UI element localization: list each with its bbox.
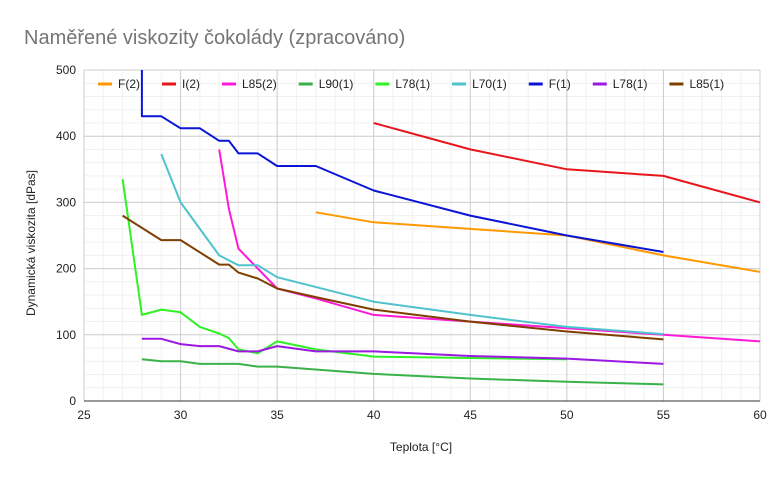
series-line-8 bbox=[141, 337, 664, 365]
legend-label: F(2) bbox=[118, 77, 140, 91]
series-line-5 bbox=[121, 179, 567, 361]
x-tick-label: 55 bbox=[657, 408, 671, 422]
legend-item: L78(1) bbox=[375, 77, 430, 91]
x-tick-label: 35 bbox=[270, 408, 284, 422]
legend-item: L90(1) bbox=[298, 77, 354, 91]
legend-label: L85(1) bbox=[689, 77, 724, 91]
series-line-4 bbox=[141, 358, 664, 386]
series-line-2 bbox=[373, 122, 760, 204]
x-tick-label: 45 bbox=[464, 408, 478, 422]
y-tick-label: 300 bbox=[56, 195, 76, 209]
series-line-9 bbox=[122, 214, 664, 341]
x-tick-label: 50 bbox=[560, 408, 574, 422]
legend-label: L78(1) bbox=[395, 77, 430, 91]
y-tick-label: 0 bbox=[69, 394, 76, 408]
y-tick-label: 500 bbox=[56, 63, 76, 77]
x-tick-label: 60 bbox=[753, 408, 767, 422]
x-axis-label: Teplota [°C] bbox=[390, 440, 452, 454]
grid bbox=[83, 69, 761, 402]
legend-item: L70(1) bbox=[452, 77, 507, 91]
legend-item: L78(1) bbox=[592, 77, 648, 91]
legend-item: L85(2) bbox=[222, 77, 277, 91]
legend-label: I(2) bbox=[182, 77, 200, 91]
y-tick-label: 400 bbox=[56, 129, 76, 143]
y-tick-label: 200 bbox=[56, 262, 76, 276]
y-axis-label: Dynamická viskozita [dPas] bbox=[24, 170, 38, 316]
series-lines bbox=[121, 70, 760, 386]
series-line-1 bbox=[315, 211, 760, 273]
chart-title: Naměřené viskozity čokolády (zpracováno) bbox=[24, 27, 405, 49]
legend-item: F(2) bbox=[98, 77, 140, 91]
legend-label: L85(2) bbox=[242, 77, 277, 91]
legend-item: F(1) bbox=[528, 77, 571, 91]
tick-labels: 25 30 35 40 45 50 55 60 0 100 200 300 400 500 bbox=[56, 63, 767, 422]
legend-label: F(1) bbox=[549, 77, 571, 91]
x-tick-label: 40 bbox=[367, 408, 381, 422]
legend-item: L85(1) bbox=[669, 77, 724, 91]
legend-label: L70(1) bbox=[472, 77, 507, 91]
series-line-6 bbox=[160, 153, 664, 336]
y-tick-label: 100 bbox=[56, 328, 76, 342]
legend-item: I(2) bbox=[162, 77, 200, 91]
legend-label: L78(1) bbox=[613, 77, 648, 91]
series-line-7 bbox=[140, 70, 664, 253]
x-tick-label: 30 bbox=[174, 408, 188, 422]
legend: F(2) I(2) L85(2) L90(1) L78(1) L70(1) F(1) L78(… bbox=[98, 77, 724, 91]
x-tick-label: 25 bbox=[77, 408, 91, 422]
legend-label: L90(1) bbox=[319, 77, 354, 91]
